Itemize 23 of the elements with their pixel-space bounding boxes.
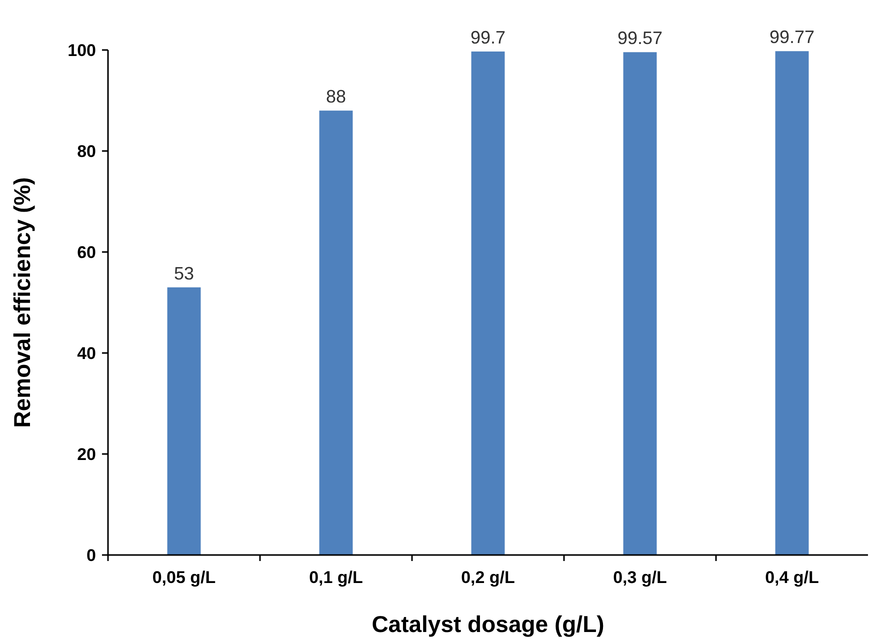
x-tick-label: 0,3 g/L (613, 568, 667, 587)
bar (471, 52, 505, 555)
data-label: 53 (174, 263, 194, 284)
data-label: 88 (326, 86, 346, 107)
bar (775, 51, 809, 555)
data-label: 99.7 (470, 28, 506, 48)
bar (319, 110, 353, 555)
x-tick-label: 0,05 g/L (152, 568, 216, 587)
bar (623, 52, 657, 555)
y-tick-label: 60 (77, 242, 96, 262)
x-tick-label: 0,1 g/L (309, 568, 363, 587)
y-tick-label: 80 (77, 142, 96, 161)
y-axis-title: Removal efficiency (%) (9, 177, 35, 428)
x-tick-label: 0,2 g/L (461, 568, 515, 587)
y-tick-label: 100 (68, 40, 96, 60)
data-label: 99.77 (769, 27, 815, 48)
y-tick-label: 40 (77, 344, 96, 363)
x-tick-label: 0,4 g/L (765, 568, 819, 587)
y-tick-label: 0 (86, 546, 96, 565)
data-label: 99.57 (617, 28, 663, 48)
bar (167, 287, 201, 555)
y-tick-label: 20 (77, 444, 96, 464)
x-axis-title: Catalyst dosage (g/L) (372, 611, 604, 637)
